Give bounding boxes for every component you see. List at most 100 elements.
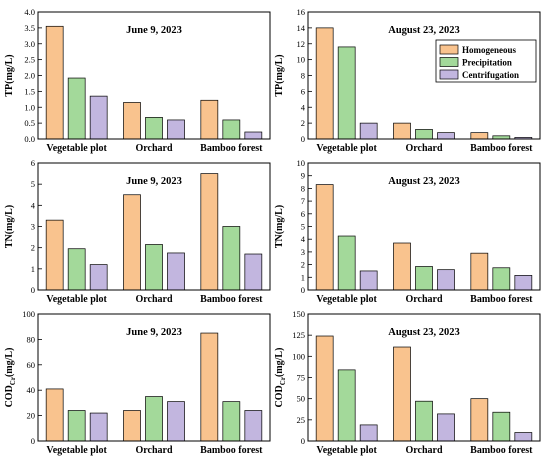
x-tick-label: Bamboo forest xyxy=(200,143,263,154)
chart-panel-6: Vegetable plot Orchard Bamboo forest 0 25 50 7… xyxy=(274,309,541,456)
bar-precipitation-bamboo-forest xyxy=(222,119,241,140)
y-tick-label: 8 xyxy=(301,71,305,81)
chart-title: June 9, 2023 xyxy=(126,25,182,36)
bar-centrifugation-orchard xyxy=(167,401,185,442)
y-tick-label: 1 xyxy=(31,264,35,274)
bar-centrifugation-vegetable-plot xyxy=(359,122,378,140)
y-tick-label: 10 xyxy=(297,55,306,65)
bar-centrifugation-orchard xyxy=(437,132,455,140)
bar-precipitation-orchard xyxy=(145,396,163,442)
x-tick-label: Orchard xyxy=(135,445,172,456)
y-tick-label: 5 xyxy=(301,222,305,232)
y-tick-label: 14 xyxy=(297,23,306,33)
x-tick-label: Vegetable plot xyxy=(316,445,377,456)
x-tick-label: Orchard xyxy=(405,143,442,154)
bar-centrifugation-bamboo-forest xyxy=(244,410,263,442)
y-tick-label: 1 xyxy=(301,272,305,282)
y-tick-label: 10 xyxy=(297,158,306,168)
y-tick-label: 100 xyxy=(292,351,305,361)
y-tick-label: 0 xyxy=(31,436,35,446)
y-tick-label: 8 xyxy=(301,183,305,193)
y-tick-label: 125 xyxy=(292,330,305,340)
chart-title: August 23, 2023 xyxy=(388,25,459,36)
y-tick-label: 60 xyxy=(27,360,36,370)
bar-homogeneous-orchard xyxy=(123,410,141,442)
bar-homogeneous-bamboo-forest xyxy=(470,398,489,442)
chart-panel-4: Vegetable plot Orchard Bamboo forest 0 1 2 3 4 5… xyxy=(274,158,541,305)
y-tick-label: 40 xyxy=(27,385,36,395)
bar-homogeneous-bamboo-forest xyxy=(200,99,219,140)
x-tick-label: Vegetable plot xyxy=(46,294,107,305)
y-tick-label: 1.5 xyxy=(24,86,35,96)
chart-title: June 9, 2023 xyxy=(126,176,182,187)
y-tick-label: 6 xyxy=(31,158,35,168)
x-tick-label: Orchard xyxy=(135,143,172,154)
bar-centrifugation-vegetable-plot xyxy=(359,270,378,291)
bar-homogeneous-orchard xyxy=(393,122,411,140)
y-tick-label: 6 xyxy=(301,86,305,96)
x-tick-label: Vegetable plot xyxy=(46,445,107,456)
y-axis-label: CODCr(mg/L) xyxy=(274,348,287,408)
y-tick-label: 3.0 xyxy=(24,39,35,49)
x-tick-label: Vegetable plot xyxy=(316,294,377,305)
y-tick-label: 0 xyxy=(301,134,305,144)
legend-label-precipitation: Precipitation xyxy=(462,58,512,68)
bar-precipitation-orchard xyxy=(145,117,163,140)
y-tick-label: 2 xyxy=(31,243,35,253)
bar-homogeneous-bamboo-forest xyxy=(470,132,489,140)
bar-centrifugation-vegetable-plot xyxy=(89,264,108,291)
bar-centrifugation-bamboo-forest xyxy=(514,432,533,442)
y-tick-label: 4 xyxy=(301,102,306,112)
bar-centrifugation-orchard xyxy=(437,413,455,442)
bar-homogeneous-orchard xyxy=(123,194,141,291)
bar-homogeneous-bamboo-forest xyxy=(200,332,219,442)
bar-homogeneous-vegetable-plot xyxy=(315,184,334,291)
bar-centrifugation-vegetable-plot xyxy=(89,95,108,140)
y-tick-label: 3 xyxy=(31,222,35,232)
chart-panel-1: Vegetable plot Orchard Bamboo forest 0.0 0.5… xyxy=(4,7,271,154)
bar-precipitation-orchard xyxy=(415,400,433,442)
x-tick-label: Bamboo forest xyxy=(470,294,533,305)
chart-panel-3: Vegetable plot Orchard Bamboo forest 0 1 2 3 4 5… xyxy=(4,158,271,305)
x-tick-label: Bamboo forest xyxy=(200,445,263,456)
y-tick-label: 4 xyxy=(301,234,306,244)
y-tick-label: 50 xyxy=(297,394,306,404)
plot-frame xyxy=(37,313,271,442)
y-tick-label: 80 xyxy=(27,334,36,344)
y-tick-label: 0.5 xyxy=(24,118,35,128)
y-tick-label: 100 xyxy=(22,309,35,319)
bar-precipitation-vegetable-plot xyxy=(67,410,86,442)
x-tick-label: Orchard xyxy=(405,294,442,305)
bar-centrifugation-orchard xyxy=(167,252,185,291)
legend-swatch-centrifugation xyxy=(439,69,459,80)
legend-swatch-precipitation xyxy=(439,57,459,67)
x-tick-label: Bamboo forest xyxy=(200,294,263,305)
y-tick-label: 25 xyxy=(297,415,306,425)
bar-homogeneous-orchard xyxy=(123,102,141,140)
x-tick-label: Bamboo forest xyxy=(470,445,533,456)
y-tick-label: 4 xyxy=(31,200,36,210)
y-tick-label: 4.0 xyxy=(24,7,35,17)
legend: Homogeneous Precipitation Centrifugation xyxy=(435,39,537,83)
y-axis-label: TN(mg/L) xyxy=(274,205,285,248)
bar-centrifugation-vegetable-plot xyxy=(89,412,108,442)
legend-swatch-homogeneous xyxy=(439,44,459,55)
y-tick-label: 0 xyxy=(301,285,305,295)
x-tick-label: Bamboo forest xyxy=(470,143,533,154)
legend-label-centrifugation: Centrifugation xyxy=(462,70,519,80)
y-tick-label: 3 xyxy=(301,247,305,257)
y-tick-label: 20 xyxy=(27,411,36,421)
bar-homogeneous-vegetable-plot xyxy=(315,335,334,442)
bar-precipitation-vegetable-plot xyxy=(67,77,86,140)
bar-homogeneous-orchard xyxy=(393,346,411,442)
y-tick-label: 0 xyxy=(301,436,305,446)
y-tick-label: 1.0 xyxy=(24,102,35,112)
bar-homogeneous-vegetable-plot xyxy=(45,219,64,291)
y-tick-label: 16 xyxy=(297,7,306,17)
x-tick-label: Vegetable plot xyxy=(316,143,377,154)
bar-homogeneous-vegetable-plot xyxy=(45,388,64,442)
y-tick-label: 0.0 xyxy=(24,134,35,144)
bar-precipitation-vegetable-plot xyxy=(337,46,356,140)
y-tick-label: 6 xyxy=(301,209,305,219)
